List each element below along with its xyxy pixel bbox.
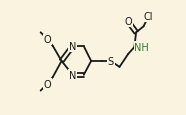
- Text: N: N: [69, 70, 76, 80]
- Text: N: N: [69, 42, 76, 52]
- Text: O: O: [44, 79, 51, 89]
- Text: O: O: [124, 17, 132, 27]
- Text: O: O: [44, 35, 51, 45]
- Text: NH: NH: [134, 43, 149, 53]
- Text: Cl: Cl: [144, 12, 153, 22]
- Text: S: S: [108, 56, 114, 66]
